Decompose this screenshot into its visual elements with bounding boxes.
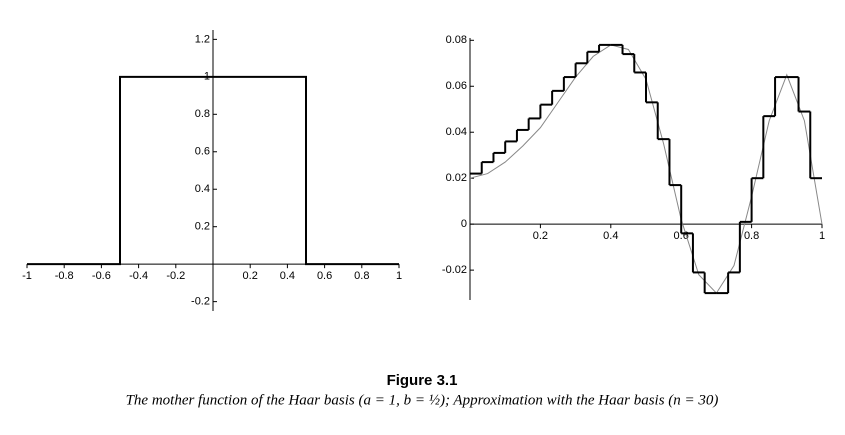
- y-tick-label: -0.2: [191, 296, 210, 308]
- x-tick-label: 0.6: [317, 270, 332, 282]
- y-tick-label: 0.02: [446, 172, 467, 184]
- x-tick-label: -0.4: [129, 270, 148, 282]
- x-tick-label: 0.2: [533, 230, 548, 242]
- figure-label: Figure 3.1: [387, 372, 458, 389]
- y-tick-label: 0.6: [195, 146, 210, 158]
- x-tick-label: -0.2: [166, 270, 185, 282]
- line: [27, 75, 399, 266]
- x-tick-label: 0.8: [354, 270, 369, 282]
- y-tick-label: 0.04: [446, 126, 467, 138]
- x-tick-label: 0.8: [744, 230, 759, 242]
- y-tick-label: 0.4: [195, 183, 210, 195]
- y-tick-label: 1.2: [195, 33, 210, 45]
- x-tick-label: 1: [396, 270, 402, 282]
- x-tick-label: 0.4: [280, 270, 295, 282]
- y-tick-label: 0.8: [195, 108, 210, 120]
- y-tick-label: 0.08: [446, 34, 467, 46]
- figure-caption: The mother function of the Haar basis (a…: [126, 392, 719, 408]
- x-tick-label: 1: [819, 230, 825, 242]
- x-tick-label: -0.8: [55, 270, 74, 282]
- y-tick-label: 0.06: [446, 80, 467, 92]
- y-tick-label: -0.02: [442, 264, 467, 276]
- x-tick-label: 0.4: [603, 230, 618, 242]
- x-tick-label: -1: [22, 270, 32, 282]
- y-tick-label: 0.2: [195, 221, 210, 233]
- y-tick-label: 0: [461, 218, 467, 230]
- x-tick-label: 0.2: [243, 270, 258, 282]
- x-tick-label: -0.6: [92, 270, 111, 282]
